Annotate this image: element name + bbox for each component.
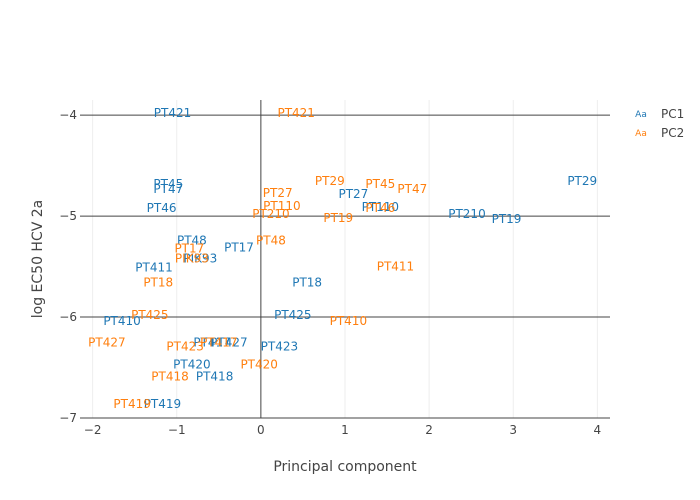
x-tick-label: −1 <box>168 423 186 437</box>
point-label-pc2-pt419: PT419 <box>113 397 150 411</box>
point-label-pc1-pt210: PT210 <box>448 207 485 221</box>
point-label-pc1-pt19: PT19 <box>492 212 522 226</box>
point-label-pc2-pt423: PT423 <box>166 339 203 353</box>
point-label-pc2-pt110: PT110 <box>263 199 300 213</box>
point-label-pc2-pt18: PT18 <box>143 276 173 290</box>
x-tick-label: 4 <box>594 423 602 437</box>
x-gridlines <box>92 100 598 418</box>
point-label-pc1-pt410: PT410 <box>103 314 140 328</box>
point-label-pc1-pt27: PT27 <box>338 187 368 201</box>
point-label-pc2-pt27: PT27 <box>263 186 293 200</box>
point-label-pc1-pt45: PT45 <box>153 177 183 191</box>
data-labels: PT421PT45PT47PT46PT48PT17PIK93PT411PT18P… <box>88 106 597 411</box>
point-label-pc2-pt210: PT210 <box>252 207 289 221</box>
point-label-pc2-pt421: PT421 <box>277 106 314 120</box>
x-tick-label: 3 <box>509 423 517 437</box>
point-label-pc2-pt425: PT425 <box>131 308 168 322</box>
x-tick-label: 1 <box>341 423 349 437</box>
point-label-pc1-pik93: PIK93 <box>183 251 217 265</box>
point-label-pc2-pik93: PIK93 <box>175 251 209 265</box>
point-label-pc2-pt47: PT47 <box>397 182 427 196</box>
point-label-pc2-pt417: PT417 <box>200 335 237 349</box>
point-label-pc2-pt46: PT46 <box>365 201 395 215</box>
y-gridlines <box>80 114 610 419</box>
point-label-pc2-pt17: PT17 <box>174 241 204 255</box>
legend-item-pc2[interactable]: Aa PC2 <box>635 126 684 140</box>
y-axis-title: log EC50 HCV 2a <box>30 200 46 319</box>
legend-label: PC2 <box>661 126 684 140</box>
point-label-pc1-pt418: PT418 <box>196 370 233 384</box>
point-label-pc2-pt418: PT418 <box>151 370 188 384</box>
point-label-pc2-pt427: PT427 <box>88 335 125 349</box>
x-tick-label: −2 <box>84 423 102 437</box>
x-tick-label: 2 <box>425 423 433 437</box>
y-tick-label: −7 <box>59 411 77 425</box>
legend-glyph: Aa <box>635 110 647 120</box>
point-label-pc1-pt419: PT419 <box>144 397 181 411</box>
point-label-pc1-pt29: PT29 <box>567 174 597 188</box>
y-tick-labels: −4 −5 −6 −7 <box>59 108 77 425</box>
point-label-pc1-pt110: PT110 <box>362 200 399 214</box>
point-label-pc2-pt410: PT410 <box>330 314 367 328</box>
legend-item-pc1[interactable]: Aa PC1 <box>635 107 684 121</box>
point-label-pc2-pt45: PT45 <box>365 177 395 191</box>
legend-glyph: Aa <box>635 129 647 139</box>
point-label-pc2-pt420: PT420 <box>240 357 277 371</box>
y-tick-label: −4 <box>59 108 77 122</box>
point-label-pc1-pt427: PT427 <box>210 335 247 349</box>
legend[interactable]: Aa PC1 Aa PC2 <box>635 107 684 140</box>
x-tick-label: 0 <box>257 423 265 437</box>
point-label-pc1-pt17: PT17 <box>224 240 254 254</box>
point-label-pc1-pt46: PT46 <box>147 201 177 215</box>
point-label-pc2-pt48: PT48 <box>256 233 286 247</box>
point-label-pc1-pt423: PT423 <box>261 339 298 353</box>
x-axis-title: Principal component <box>273 459 417 475</box>
point-label-pc2-pt411: PT411 <box>377 260 414 274</box>
y-tick-label: −5 <box>59 209 77 223</box>
legend-label: PC1 <box>661 107 684 121</box>
point-label-pc1-pt47: PT47 <box>153 182 183 196</box>
point-label-pc1-pt48: PT48 <box>177 233 207 247</box>
point-label-pc2-pt29: PT29 <box>315 174 345 188</box>
point-label-pc1-pt425: PT425 <box>274 308 311 322</box>
point-label-pc2-pt19: PT19 <box>323 211 353 225</box>
point-label-pc1-pt411: PT411 <box>135 261 172 275</box>
point-label-pc1-pt420: PT420 <box>173 357 210 371</box>
point-label-pc1-pt417: PT417 <box>193 335 230 349</box>
y-tick-label: −6 <box>59 310 77 324</box>
point-label-pc1-pt18: PT18 <box>292 276 322 290</box>
point-label-pc1-pt421: PT421 <box>154 106 191 120</box>
x-tick-labels: −2 −1 0 1 2 3 4 <box>84 423 601 437</box>
